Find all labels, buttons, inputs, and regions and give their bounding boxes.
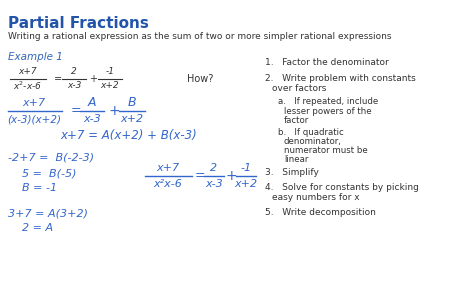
Text: -1: -1 [240,163,252,173]
Text: +: + [89,74,97,84]
Text: -1: -1 [106,67,115,77]
Text: x+7: x+7 [18,67,37,77]
Text: +: + [225,169,237,183]
Text: How?: How? [187,74,213,84]
Text: 5 =  B(-5): 5 = B(-5) [22,169,76,179]
Text: 3.   Simplify: 3. Simplify [265,168,319,177]
Text: x-3: x-3 [67,82,81,90]
Text: =: = [71,105,82,118]
Text: 5.   Write decomposition: 5. Write decomposition [265,208,376,217]
Text: x$^2$-x-6: x$^2$-x-6 [13,80,43,92]
Text: 2: 2 [210,163,218,173]
Text: =: = [54,74,62,84]
Text: denominator,: denominator, [284,137,342,146]
Text: x+2: x+2 [100,82,119,90]
Text: Example 1: Example 1 [8,52,63,62]
Text: over factors: over factors [272,84,327,93]
Text: linear: linear [284,155,309,164]
Text: 2 = A: 2 = A [22,223,53,233]
Text: (x-3)(x+2): (x-3)(x+2) [7,114,61,124]
Text: B = -1: B = -1 [22,183,57,193]
Text: 2.   Write problem with constants: 2. Write problem with constants [265,74,416,83]
Text: x-3: x-3 [83,114,101,124]
Text: b.   If quadratic: b. If quadratic [278,128,344,137]
Text: Writing a rational expression as the sum of two or more simpler rational express: Writing a rational expression as the sum… [8,32,392,41]
Text: easy numbers for x: easy numbers for x [272,193,360,202]
Text: x+2: x+2 [120,114,144,124]
Text: 3+7 = A(3+2): 3+7 = A(3+2) [8,208,88,218]
Text: numerator must be: numerator must be [284,146,368,155]
Text: 4.   Solve for constants by picking: 4. Solve for constants by picking [265,183,419,192]
Text: 2: 2 [71,67,77,77]
Text: x+7: x+7 [22,98,46,108]
Text: x+7 = A(x+2) + B(x-3): x+7 = A(x+2) + B(x-3) [60,128,197,141]
Text: -2+7 =  B(-2-3): -2+7 = B(-2-3) [8,153,94,163]
Text: a.   If repeated, include: a. If repeated, include [278,97,378,106]
Text: +: + [108,104,120,118]
Text: A: A [88,96,96,109]
Text: 1.   Factor the denominator: 1. Factor the denominator [265,58,389,67]
Text: x-3: x-3 [205,179,223,189]
Text: Partial Fractions: Partial Fractions [8,16,149,31]
Text: x²x-6: x²x-6 [154,179,182,189]
Text: B: B [128,96,137,109]
Text: lesser powers of the: lesser powers of the [284,107,372,116]
Text: x+2: x+2 [235,179,257,189]
Text: x+7: x+7 [156,163,180,173]
Text: factor: factor [284,116,309,125]
Text: =: = [195,170,205,183]
